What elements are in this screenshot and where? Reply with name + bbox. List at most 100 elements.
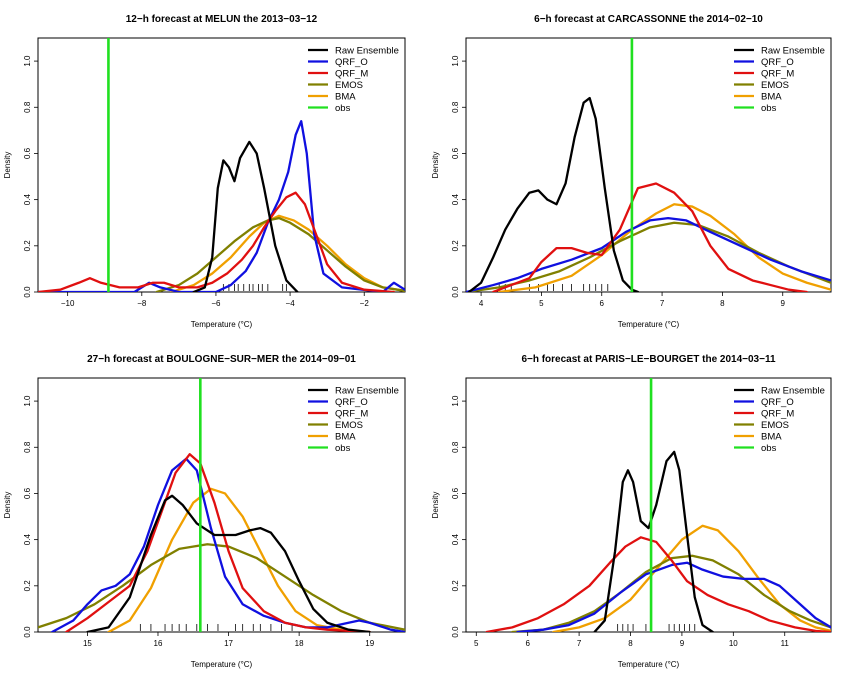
x-tick-label: 9 (680, 639, 685, 648)
plot-frame (465, 377, 832, 633)
y-tick-label: 0.2 (23, 240, 32, 252)
y-tick-label: 0.4 (23, 534, 32, 546)
plot-frame (37, 37, 406, 293)
y-tick-label: 0.2 (23, 580, 32, 592)
x-tick-label: 7 (577, 639, 582, 648)
x-axis-label: Temperature (°C) (618, 320, 680, 329)
x-axis-label: Temperature (°C) (191, 660, 253, 669)
panel-title: 27−h forecast at BOULOGNE−SUR−MER the 20… (87, 354, 356, 365)
legend-label: QRF_M (761, 409, 794, 420)
y-tick-label: 1.0 (451, 55, 460, 67)
x-tick-label: −2 (360, 299, 370, 308)
legend-label: Raw Ensemble (761, 46, 825, 57)
y-tick-label: 0.8 (451, 441, 460, 453)
series-raw-line (86, 494, 371, 632)
series-qrf_o-line (516, 561, 831, 632)
legend-label: EMOS (761, 420, 789, 431)
legend-label: QRF_O (335, 397, 368, 408)
series-qrf_m-line (485, 536, 831, 632)
x-tick-label: 6 (525, 639, 530, 648)
x-tick-label: 18 (295, 639, 304, 648)
x-tick-label: 5 (539, 299, 544, 308)
y-tick-label: 0.6 (451, 487, 460, 499)
plot-frame (37, 377, 406, 633)
series-qrf_m-line (65, 453, 371, 632)
legend-label: QRF_O (335, 57, 368, 68)
series-bma-line (170, 214, 405, 292)
y-tick-label: 1.0 (451, 395, 460, 407)
x-tick-label: 8 (628, 639, 633, 648)
legend-label: BMA (335, 92, 356, 103)
x-tick-label: 11 (781, 639, 790, 648)
y-axis-label: Density (3, 152, 12, 179)
legend-label: BMA (761, 92, 782, 103)
legend-label: BMA (335, 432, 356, 443)
legend-label: BMA (761, 432, 782, 443)
series-raw-line (192, 140, 299, 292)
legend-label: obs (761, 443, 777, 454)
x-tick-label: 5 (474, 639, 479, 648)
y-tick-label: 0.8 (23, 441, 32, 453)
series-bma-line (107, 487, 371, 632)
y-tick-label: 0.2 (451, 580, 460, 592)
plot-area (38, 38, 405, 292)
plot-area (466, 38, 831, 292)
series-qrf_o-line (466, 216, 831, 292)
y-tick-label: 0.4 (451, 194, 460, 206)
legend-label: obs (335, 103, 351, 114)
plot-area (485, 378, 831, 632)
series-raw-line (467, 96, 640, 292)
y-tick-label: 0.6 (451, 147, 460, 159)
series-emos-line (38, 543, 405, 631)
series-bma-line (552, 524, 831, 632)
plot-frame (465, 37, 832, 293)
legend-label: obs (761, 103, 777, 114)
series-qrf_m-line (38, 191, 396, 292)
y-tick-label: 1.0 (23, 395, 32, 407)
x-tick-label: 9 (781, 299, 786, 308)
legend-label: Raw Ensemble (761, 386, 825, 397)
y-tick-label: 0.4 (23, 194, 32, 206)
series-qrf_o-line (38, 119, 405, 292)
y-tick-label: 0.0 (23, 286, 32, 298)
legend-label: QRF_M (335, 409, 368, 420)
x-tick-label: 16 (154, 639, 163, 648)
x-tick-label: −6 (211, 299, 221, 308)
x-tick-label: 8 (720, 299, 725, 308)
y-tick-label: 0.4 (451, 534, 460, 546)
panel-3: 27−h forecast at BOULOGNE−SUR−MER the 20… (3, 354, 406, 669)
legend-label: QRF_O (761, 57, 794, 68)
panel-title: 6−h forecast at PARIS−LE−BOURGET the 201… (521, 354, 776, 365)
x-tick-label: 10 (729, 639, 738, 648)
series-qrf_o-line (50, 457, 405, 632)
y-tick-label: 0.6 (23, 487, 32, 499)
plot-area (38, 378, 405, 632)
legend-label: QRF_M (761, 69, 794, 80)
panel-4: 6−h forecast at PARIS−LE−BOURGET the 201… (431, 354, 832, 669)
x-tick-label: 19 (365, 639, 374, 648)
legend-label: EMOS (335, 420, 363, 431)
series-emos-line (511, 554, 831, 632)
series-emos-line (155, 216, 405, 292)
y-tick-label: 1.0 (23, 55, 32, 67)
x-tick-label: −8 (137, 299, 147, 308)
legend-label: Raw Ensemble (335, 386, 399, 397)
x-tick-label: −10 (61, 299, 75, 308)
legend-label: QRF_M (335, 69, 368, 80)
x-tick-label: 4 (479, 299, 484, 308)
y-tick-label: 0.6 (23, 147, 32, 159)
y-tick-label: 0.0 (23, 626, 32, 638)
x-tick-label: −4 (286, 299, 296, 308)
panel-1: 12−h forecast at MELUN the 2013−03−12 −10… (3, 14, 406, 329)
legend-label: EMOS (335, 80, 363, 91)
x-axis-label: Temperature (°C) (191, 320, 253, 329)
series-bma-line (498, 203, 831, 292)
y-tick-label: 0.2 (451, 240, 460, 252)
panel-2: 6−h forecast at CARCASSONNE the 2014−02−… (431, 14, 832, 329)
legend-label: obs (335, 443, 351, 454)
y-tick-label: 0.8 (23, 101, 32, 113)
